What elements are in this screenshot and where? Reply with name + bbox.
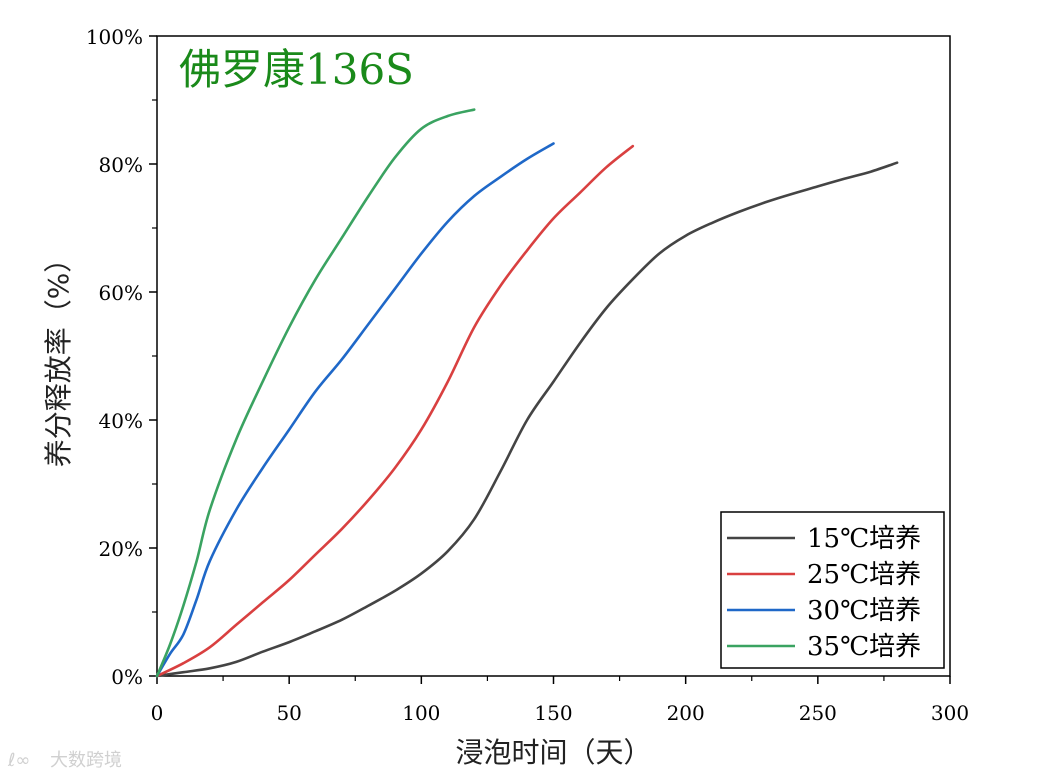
x-tick-label: 300	[931, 701, 969, 725]
x-axis-title: 浸泡时间（天）	[455, 736, 651, 769]
y-tick-label: 20%	[99, 537, 143, 561]
y-axis: 0% 20% 40% 60% 80% 100%	[86, 25, 157, 689]
y-tick-label: 60%	[99, 281, 143, 305]
x-tick-label: 0	[151, 701, 164, 725]
legend-label: 15℃培养	[807, 524, 921, 554]
series-lines	[155, 108, 899, 678]
legend: 15℃培养 25℃培养 30℃培养 35℃培养	[720, 511, 945, 669]
x-tick-label: 50	[276, 701, 301, 725]
series-line-4	[155, 108, 476, 678]
y-tick-label: 0%	[111, 665, 143, 689]
y-tick-label: 40%	[99, 409, 143, 433]
series-line-1	[155, 161, 899, 678]
x-tick-label: 100	[402, 701, 440, 725]
y-axis-title: 养分释放率（%）	[42, 245, 75, 468]
watermark-text: 大数跨境	[50, 750, 122, 771]
y-tick-label: 80%	[99, 153, 143, 177]
x-tick-label: 250	[799, 701, 837, 725]
legend-label: 25℃培养	[807, 560, 921, 590]
chart-title: 佛罗康136S	[179, 45, 414, 94]
series-line-2	[155, 144, 635, 678]
watermark-logo-icon: ℓ∞	[7, 750, 30, 771]
legend-label: 30℃培养	[807, 596, 921, 626]
series-line-3	[155, 142, 555, 678]
legend-label: 35℃培养	[807, 632, 921, 662]
watermark: ℓ∞ 大数跨境	[7, 750, 122, 771]
x-tick-label: 150	[534, 701, 572, 725]
x-axis: 0 50 100 150 200 250 300	[151, 676, 969, 725]
y-tick-label: 100%	[86, 25, 143, 49]
x-tick-label: 200	[667, 701, 705, 725]
